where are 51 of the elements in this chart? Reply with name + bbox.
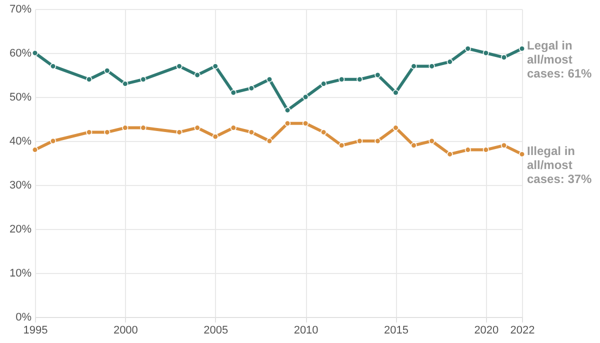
y-tick-label: 30% — [9, 180, 32, 192]
point — [356, 138, 363, 144]
x-tick-label: 2015 — [384, 324, 408, 336]
point — [518, 151, 526, 158]
x-tick-label: 2005 — [204, 324, 228, 336]
point — [50, 138, 56, 144]
x-tick-label: 2022 — [510, 324, 535, 336]
point — [230, 90, 236, 96]
point — [266, 76, 273, 82]
point — [284, 120, 291, 126]
point — [122, 124, 128, 131]
point — [320, 129, 327, 136]
point — [104, 68, 110, 74]
y-tick-label: 0% — [16, 312, 32, 324]
point — [482, 146, 489, 153]
point — [50, 63, 56, 70]
point — [194, 72, 200, 78]
series-label: Illegal in all/most cases: 37% — [527, 144, 592, 186]
point — [32, 50, 38, 56]
point — [374, 138, 381, 144]
point — [266, 138, 273, 144]
point — [302, 94, 309, 100]
point — [500, 142, 508, 148]
point — [86, 76, 92, 82]
point — [518, 46, 526, 52]
point — [32, 146, 38, 153]
point — [338, 142, 345, 148]
point — [392, 90, 399, 96]
point — [212, 134, 218, 140]
point — [500, 54, 508, 60]
point — [122, 80, 128, 87]
series-label: Legal in all/most cases: 61% — [527, 38, 592, 81]
y-tick-label: 10% — [9, 268, 32, 280]
x-tick-label: 1995 — [23, 324, 48, 336]
point — [464, 46, 471, 52]
x-tick-label: 2000 — [113, 324, 138, 336]
y-tick-label: 20% — [9, 224, 32, 236]
point — [374, 72, 381, 78]
point — [392, 124, 399, 131]
point — [482, 50, 489, 56]
point — [212, 63, 218, 70]
y-tick-label: 40% — [9, 136, 32, 148]
x-tick-label: 2010 — [294, 324, 318, 336]
y-tick-label: 60% — [9, 48, 32, 60]
point — [302, 120, 309, 126]
y-tick-label: 70% — [9, 4, 32, 16]
point — [410, 142, 417, 148]
point — [284, 107, 291, 114]
point — [428, 138, 435, 144]
x-tick-label: 2020 — [474, 324, 499, 336]
y-tick-label: 50% — [9, 92, 32, 104]
